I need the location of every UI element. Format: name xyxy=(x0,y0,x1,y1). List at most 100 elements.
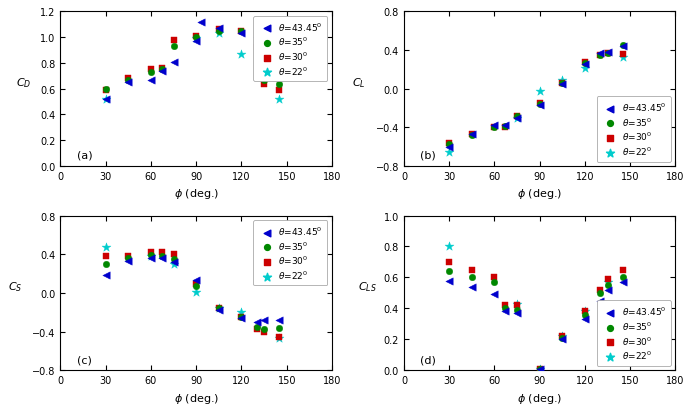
Point xyxy=(236,314,247,320)
Point xyxy=(444,141,455,148)
Point xyxy=(489,125,500,131)
Point xyxy=(500,125,511,131)
Point xyxy=(595,50,606,57)
Point xyxy=(168,259,179,266)
Point xyxy=(466,131,477,138)
Point xyxy=(213,26,225,32)
Point xyxy=(258,77,270,84)
Point xyxy=(579,316,590,323)
Point xyxy=(602,282,613,289)
X-axis label: $\phi$ (deg.): $\phi$ (deg.) xyxy=(517,391,562,405)
Point xyxy=(123,80,134,86)
Point xyxy=(489,125,500,131)
Point xyxy=(511,115,523,122)
Point xyxy=(595,298,606,304)
Point xyxy=(168,261,179,268)
Point xyxy=(500,309,511,315)
Point xyxy=(251,319,262,325)
Point xyxy=(602,50,613,57)
Point xyxy=(274,97,285,103)
Point xyxy=(617,52,629,58)
Point xyxy=(251,47,262,54)
Point xyxy=(511,302,523,309)
Point xyxy=(511,113,523,120)
Point xyxy=(444,140,455,147)
Point xyxy=(602,279,613,286)
Legend: $\theta$=43.45$^0$, $\theta$=35$^0$, $\theta$=30$^0$, $\theta$=22$^0$: $\theta$=43.45$^0$, $\theta$=35$^0$, $\t… xyxy=(253,17,328,82)
Point xyxy=(146,253,157,260)
Legend: $\theta$=43.45$^0$, $\theta$=35$^0$, $\theta$=30$^0$, $\theta$=22$^0$: $\theta$=43.45$^0$, $\theta$=35$^0$, $\t… xyxy=(253,221,328,286)
Point xyxy=(258,325,270,332)
Point xyxy=(444,144,455,151)
Point xyxy=(236,28,247,35)
Point xyxy=(534,102,545,108)
Point xyxy=(489,292,500,298)
Point xyxy=(156,249,167,256)
Point xyxy=(579,311,590,318)
Point xyxy=(466,284,477,290)
Point xyxy=(213,305,225,312)
Point xyxy=(511,310,523,316)
Point xyxy=(213,31,225,38)
Point xyxy=(489,279,500,286)
Point xyxy=(534,102,545,109)
Point xyxy=(500,302,511,309)
Point xyxy=(444,244,455,250)
Point xyxy=(251,35,262,41)
Point xyxy=(579,66,590,73)
Point xyxy=(191,38,202,45)
Point xyxy=(556,335,568,341)
Point xyxy=(579,309,590,315)
Point xyxy=(534,366,545,372)
Text: (c): (c) xyxy=(77,354,91,364)
Point xyxy=(123,258,134,265)
Point xyxy=(156,255,167,262)
Point xyxy=(236,315,247,322)
Point xyxy=(500,305,511,312)
Point xyxy=(100,97,112,103)
Point xyxy=(617,267,629,273)
Point xyxy=(274,335,285,342)
Legend: $\theta$=43.45$^0$, $\theta$=35$^0$, $\theta$=30$^0$, $\theta$=22$^0$: $\theta$=43.45$^0$, $\theta$=35$^0$, $\t… xyxy=(597,97,671,162)
Point xyxy=(146,249,157,256)
Point xyxy=(466,275,477,281)
Point xyxy=(444,149,455,155)
Point xyxy=(274,81,285,88)
Point xyxy=(213,28,225,35)
Point xyxy=(274,67,285,74)
Point xyxy=(195,19,207,26)
Point xyxy=(556,333,568,340)
Point xyxy=(534,366,545,372)
Point xyxy=(466,133,477,139)
Point xyxy=(100,88,112,94)
Point xyxy=(274,334,285,341)
Y-axis label: $C_{LS}$: $C_{LS}$ xyxy=(358,280,376,293)
Point xyxy=(156,253,167,260)
Point xyxy=(534,366,545,372)
Point xyxy=(100,261,112,268)
Point xyxy=(213,27,225,33)
Point xyxy=(100,97,112,103)
Point xyxy=(191,35,202,41)
Point xyxy=(146,252,157,259)
X-axis label: $\phi$ (deg.): $\phi$ (deg.) xyxy=(174,391,219,405)
Point xyxy=(274,317,285,323)
Point xyxy=(123,77,134,84)
Point xyxy=(258,67,270,74)
Point xyxy=(466,131,477,138)
Point xyxy=(191,36,202,43)
Point xyxy=(500,124,511,131)
Y-axis label: $C_L$: $C_L$ xyxy=(352,76,366,90)
Point xyxy=(156,66,167,72)
Point xyxy=(123,253,134,260)
Point xyxy=(123,255,134,262)
Point xyxy=(251,325,262,332)
Point xyxy=(236,314,247,320)
Point xyxy=(236,52,247,58)
Point xyxy=(156,67,167,74)
Point xyxy=(258,328,270,335)
Point xyxy=(444,259,455,266)
Point xyxy=(251,324,262,330)
Point xyxy=(617,44,629,50)
Point xyxy=(191,278,202,284)
